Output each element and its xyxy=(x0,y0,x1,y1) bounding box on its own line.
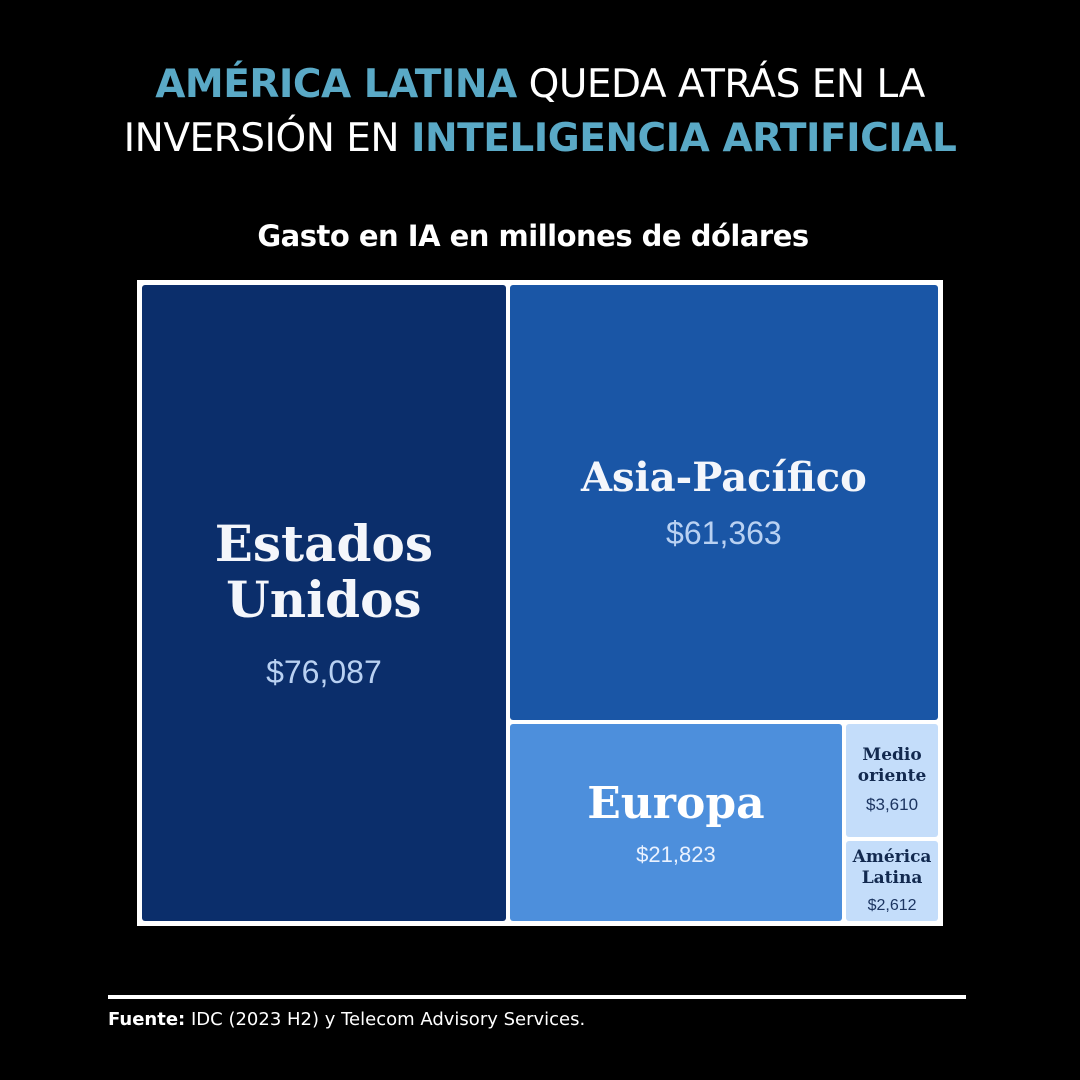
tile-label-america-latina: América Latina xyxy=(852,846,932,888)
page-title: AMÉRICA LATINA QUEDA ATRÁS EN LA INVERSI… xyxy=(0,58,1080,166)
source-divider xyxy=(108,995,966,999)
chart-title: Gasto en IA en millones de dólares xyxy=(257,219,809,253)
tile-value-medio-oriente: $3,610 xyxy=(866,795,919,815)
treemap-tile-asia-pacifico: Asia-Pacífico $61,363 xyxy=(509,285,938,721)
tile-label-asia-pacifico: Asia-Pacífico xyxy=(580,454,867,502)
treemap-chart: Estados Unidos $76,087 Asia-Pacífico $61,363… xyxy=(137,280,943,926)
tile-value-estados-unidos: $76,087 xyxy=(266,653,382,690)
title-highlight-1: AMÉRICA LATINA xyxy=(155,62,517,107)
title-line-2: INVERSIÓN EN INTELIGENCIA ARTIFICIAL xyxy=(0,112,1080,166)
title-text-1: QUEDA ATRÁS EN LA xyxy=(528,62,926,107)
tile-value-asia-pacifico: $61,363 xyxy=(666,515,782,552)
tile-value-europa: $21,823 xyxy=(636,841,716,867)
tile-label-europa: Europa xyxy=(587,777,765,829)
title-highlight-2: INTELIGENCIA ARTIFICIAL xyxy=(411,116,957,161)
source-label: Fuente: xyxy=(108,1009,186,1030)
title-text-2: INVERSIÓN EN xyxy=(123,116,400,161)
tile-label-medio-oriente: Medio oriente xyxy=(857,745,927,787)
tile-label-estados-unidos: Estados Unidos xyxy=(214,513,433,629)
title-line-1: AMÉRICA LATINA QUEDA ATRÁS EN LA xyxy=(0,58,1080,112)
source-note: Fuente: IDC (2023 H2) y Telecom Advisory… xyxy=(108,1008,585,1032)
treemap-tile-europa: Europa $21,823 xyxy=(509,724,843,921)
treemap-tile-medio-oriente: Medio oriente $3,610 xyxy=(846,724,938,837)
source-text: IDC (2023 H2) y Telecom Advisory Service… xyxy=(190,1009,586,1030)
treemap-tile-america-latina: América Latina $2,612 xyxy=(846,840,938,921)
tile-value-america-latina: $2,612 xyxy=(867,896,917,914)
treemap-tile-estados-unidos: Estados Unidos $76,087 xyxy=(142,285,506,921)
